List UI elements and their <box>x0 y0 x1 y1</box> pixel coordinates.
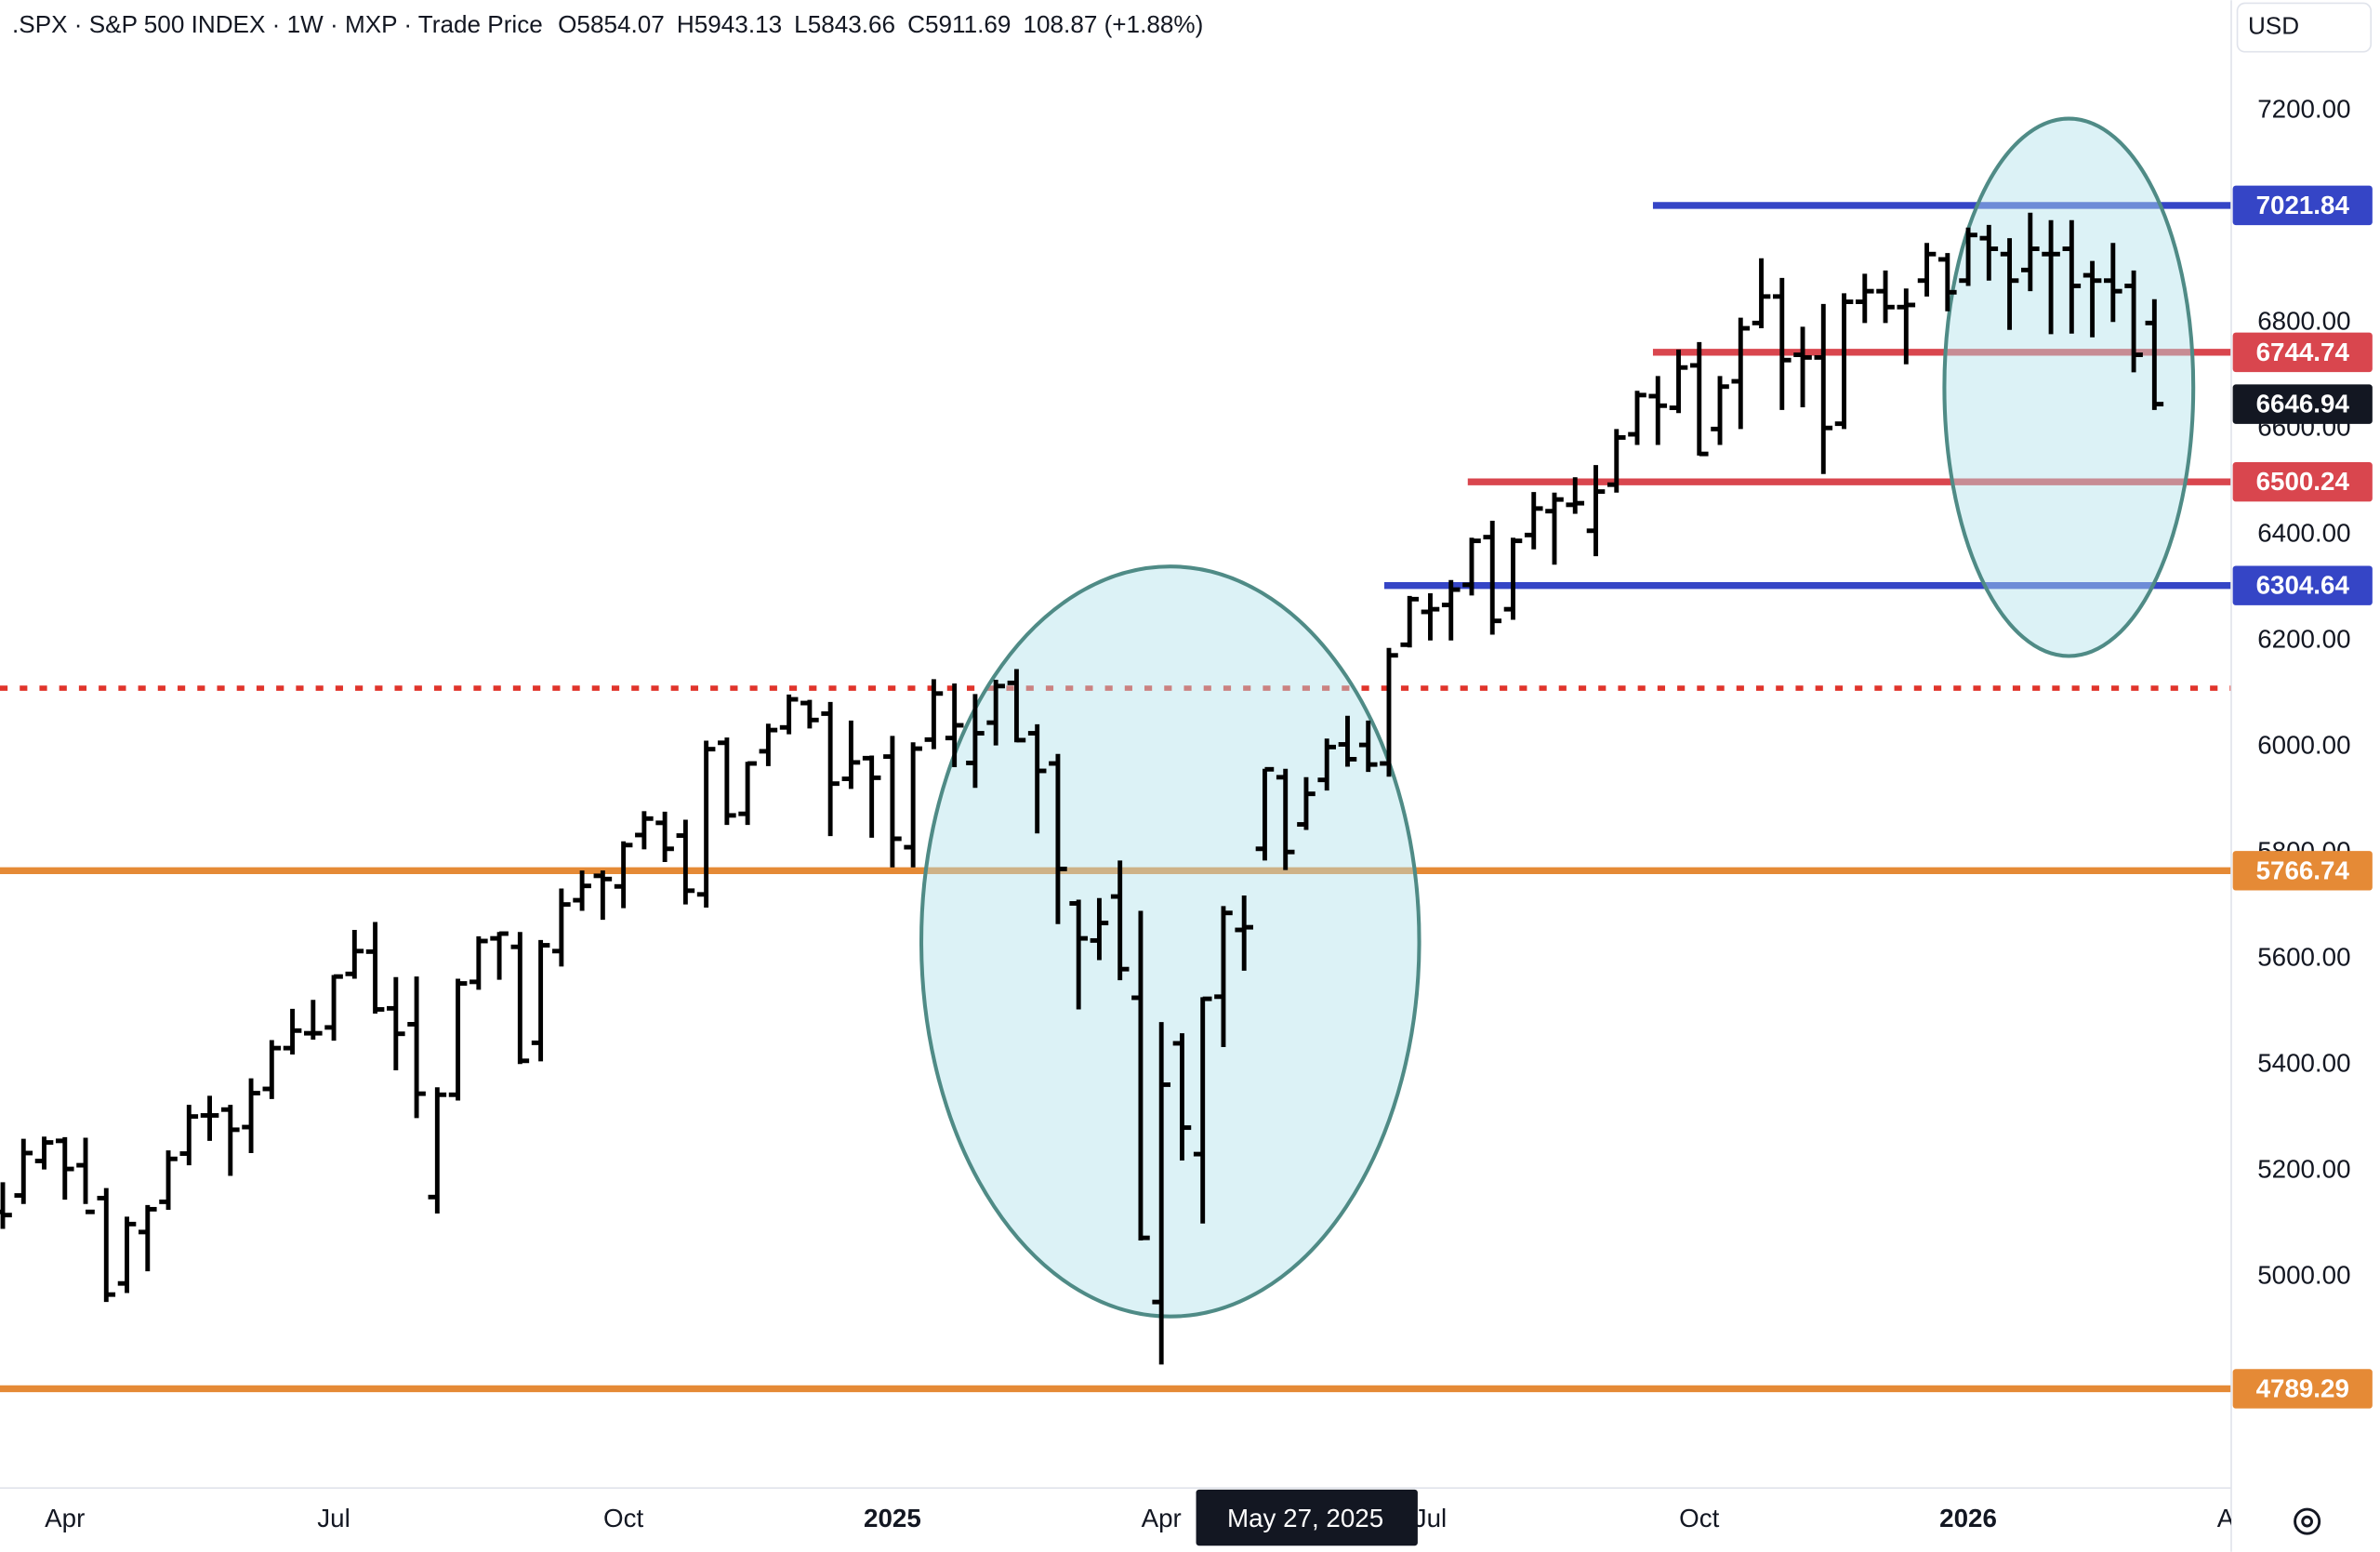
crosshair-time-label: May 27, 2025 <box>1227 1504 1383 1532</box>
x-tick-label: Apr <box>2217 1504 2257 1532</box>
y-tick-label: 7200.00 <box>2257 95 2350 124</box>
y-tick-label: 6000.00 <box>2257 731 2350 760</box>
settings-icon-center[interactable] <box>2301 1515 2313 1528</box>
ohlc-close: C5911.69 <box>907 10 1011 38</box>
level-label: 6744.74 <box>2256 338 2350 366</box>
y-tick-label: 5200.00 <box>2257 1155 2350 1184</box>
level-label-box <box>2232 461 2373 502</box>
level-label-box <box>2232 185 2373 226</box>
ohlc-high: H5943.13 <box>677 10 782 38</box>
currency-label[interactable]: USD <box>2248 12 2299 40</box>
bars-layer <box>0 212 2164 1365</box>
ohlc-low: L5843.66 <box>794 10 895 38</box>
crosshair-time-box <box>1196 1489 1418 1546</box>
level-label: 4789.29 <box>2256 1373 2349 1402</box>
x-tick-label: Apr <box>45 1504 85 1532</box>
legend-header: .SPX · S&P 500 INDEX · 1W · MXP · Trade … <box>12 10 1203 38</box>
x-tick-label: Jul <box>1414 1504 1447 1532</box>
currency-box[interactable] <box>2236 2 2373 53</box>
ohlc-open: O5854.07 <box>558 10 665 38</box>
y-tick-label: 5600.00 <box>2257 943 2350 972</box>
symbol-title: .SPX · S&P 500 INDEX · 1W · MXP · Trade … <box>12 10 543 38</box>
price-labels: 7021.84 6744.74 6500.24 6304.64 5766.74 4789.… <box>2232 185 2373 1409</box>
level-label: 7021.84 <box>2256 191 2350 219</box>
x-tick-label: Apr <box>1142 1504 1182 1532</box>
price-axis: 5000.005200.005400.005600.005800.006000.… <box>2257 95 2350 1290</box>
x-tick-label: 2026 <box>1939 1504 1997 1532</box>
last-price-label-box <box>2232 384 2373 424</box>
time-axis: Apr Jul Oct 2025 Apr Jul Oct 2026 Apr <box>45 1504 2257 1532</box>
x-tick-label: Oct <box>1679 1504 1719 1532</box>
level-label: 6500.24 <box>2256 467 2350 496</box>
y-tick-label: 6400.00 <box>2257 519 2350 548</box>
level-label: 5766.74 <box>2256 856 2350 884</box>
y-tick-label: 5000.00 <box>2257 1261 2350 1290</box>
ellipse-drawing <box>919 564 1421 1319</box>
level-label-box <box>2232 565 2373 605</box>
level-label-box <box>2232 851 2373 891</box>
x-tick-label: 2025 <box>864 1504 921 1532</box>
y-tick-label: 6200.00 <box>2257 625 2350 654</box>
ohlc-change: 108.87 (+1.88%) <box>1024 10 1204 38</box>
settings-icon[interactable] <box>2294 1507 2321 1535</box>
level-label: 6304.64 <box>2256 571 2350 600</box>
currency-dropdown[interactable]: USD <box>2236 2 2373 53</box>
y-tick-label: 5400.00 <box>2257 1049 2350 1078</box>
level-label-box <box>2232 332 2373 373</box>
level-label-box <box>2232 1369 2373 1409</box>
x-tick-label: Jul <box>317 1504 350 1532</box>
last-price-label: 6646.94 <box>2256 390 2350 418</box>
settings-button[interactable] <box>2294 1507 2321 1535</box>
y-tick-label: 6800.00 <box>2257 307 2350 336</box>
x-tick-label: Oct <box>603 1504 643 1532</box>
